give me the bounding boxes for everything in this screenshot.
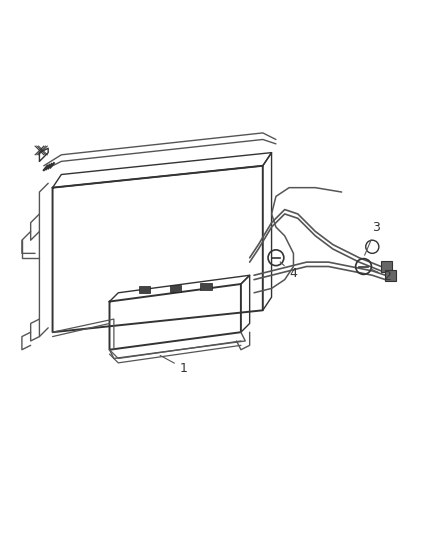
FancyBboxPatch shape	[200, 284, 212, 290]
Text: 2: 2	[371, 269, 391, 282]
FancyBboxPatch shape	[385, 270, 396, 280]
Text: 1: 1	[160, 356, 187, 375]
FancyBboxPatch shape	[381, 261, 392, 272]
Text: 4: 4	[280, 262, 297, 280]
Text: 3: 3	[364, 221, 380, 255]
FancyBboxPatch shape	[170, 285, 181, 292]
FancyBboxPatch shape	[139, 286, 150, 293]
